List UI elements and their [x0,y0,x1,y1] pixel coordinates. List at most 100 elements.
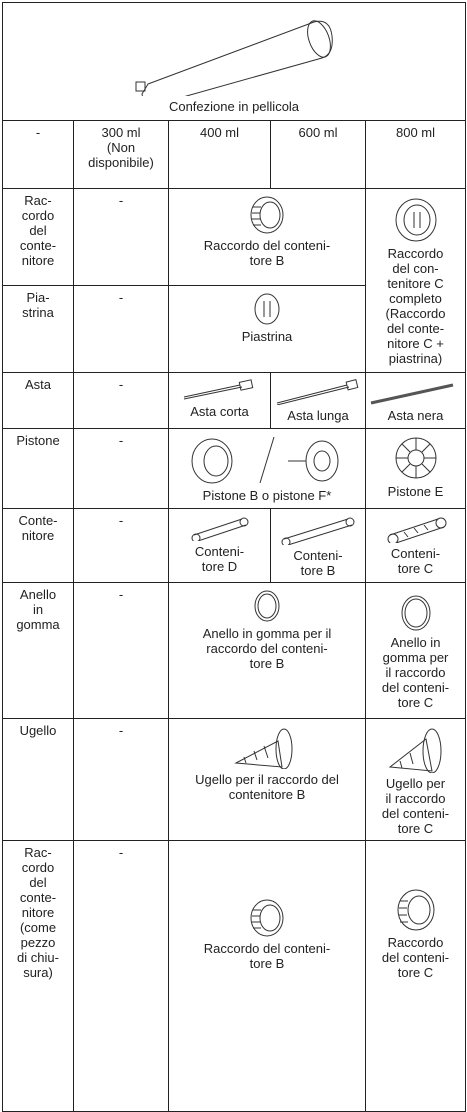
text-line: Pistone [16,433,60,448]
text-line: disponibile) [88,155,154,170]
rod-icon [183,379,253,400]
cell-text: Asta lunga [273,408,363,423]
text-line: 800 ml [395,125,436,140]
cell: Raccordo del conteni-tore B [168,840,366,1112]
cell-text: Conteni-tore C [368,546,463,576]
cell-text: Raccordo del conteni-tore B [171,941,363,971]
text-line: tore C [397,561,434,576]
row-label: Asta [2,372,74,429]
text-line: del [29,875,47,890]
text-line: Ugello [19,723,57,738]
text-line: tore B [249,656,285,671]
foil-pack-icon [135,20,333,96]
text-line: - [118,587,124,602]
text-line: tore C [397,821,434,836]
text-line: piastrina) [388,351,443,366]
text-line: di chiu- [17,950,59,965]
nozzle-icon [388,728,441,773]
cell-text: Raccordo del conteni-tore B [171,238,363,268]
cell: Piastrina [168,285,366,373]
cell: Ugello per il raccordo del conteni-tore C [365,718,466,841]
text-line: del conteni- [381,806,450,821]
cell: Conteni-tore C [365,508,466,583]
text-line: Conteni- [194,544,245,559]
text-line: - [118,193,124,208]
cell: - [73,840,169,1112]
text-line: Raccordo del conteni- [203,940,331,956]
text-line: Anello in [390,634,441,650]
rod-icon [370,383,453,405]
row-label: Conte-nitore [2,508,74,583]
text-line: Pistone E [387,484,444,499]
cell: Anello in gomma per il raccordo del conte… [168,582,366,719]
text-line: tore C [397,965,434,980]
cell: Ugello per il raccordo del contenitore B [168,718,366,841]
tube-icon [191,517,248,541]
text-line: Conteni- [390,546,441,561]
cell-text: Pistone E [368,484,463,499]
cell: - [73,718,169,841]
text-line: Anello in gomma per il [202,626,332,641]
fitting-c-icon [395,198,436,242]
text-line: del conteni- [381,679,450,695]
text-line: nitore [21,528,55,543]
cell-text: Pistone B o pistone F* [171,488,363,503]
text-line: il raccordo [385,664,446,680]
text-line: - [118,845,124,860]
row-label: Pistone [2,428,74,509]
text-line: nitore [21,905,55,920]
text-line: cordo [21,860,55,875]
text-line: Raccordo [387,935,444,950]
cell: Anello in gomma per il raccordo del conteni… [365,582,466,719]
text-line: del conte- [386,321,445,336]
piston-e-icon [395,437,436,479]
column-header: 300 ml (Non disponibile) [73,120,169,189]
text-line: 300 ml [101,125,141,140]
text-line: del con- [392,261,439,276]
text-line: Anello [19,587,57,602]
text-line: tenitore C [387,276,444,291]
text-line: gomma per [382,649,449,665]
cell-text: Raccordo del conteni-tore C [368,935,463,980]
text-line: tore B [300,563,336,578]
text-line: tore C [397,694,434,710]
cell: Conteni-tore D [168,508,271,583]
cell: - [73,285,169,373]
fitting-icon [397,889,434,931]
text-line: pezzo [20,935,56,950]
text-line: conte- [19,890,57,905]
text-line: - [118,377,124,392]
text-line: strina [22,305,54,320]
row-label: Rac-cordo del conte-nitore [2,188,74,286]
text-line: Pistone B o pistone F* [202,488,332,503]
cell: - [73,428,169,509]
plate-icon [254,293,280,325]
row-label: Anello in gomma [2,582,74,719]
text-line: - [118,290,124,305]
text-line: Piastrina [241,329,293,344]
cell: Pistone E [365,428,466,509]
text-line: il raccordo [385,791,446,806]
header-caption: Confezione in pellicola [168,99,300,114]
cell: Pistone B o pistone F* [168,428,366,509]
text-line: del [29,223,47,238]
text-line: tore B [249,253,285,268]
text-line: tore D [201,559,238,574]
fitting-icon [250,196,284,234]
text-line: Raccordo [387,246,444,261]
rod-icon [276,379,359,405]
text-line: conte- [19,238,57,253]
text-line: in [32,602,44,617]
column-header: 600 ml [270,120,366,189]
row-label: Ugello [2,718,74,841]
text-line: raccordo del conteni- [206,641,328,656]
text-line: Ugello per [385,776,446,791]
text-line: Ugello per il raccordo del [195,772,339,787]
fitting-icon [250,899,284,936]
cell: - [73,508,169,583]
text-line: - [118,433,124,448]
text-line: Pia- [26,290,50,305]
